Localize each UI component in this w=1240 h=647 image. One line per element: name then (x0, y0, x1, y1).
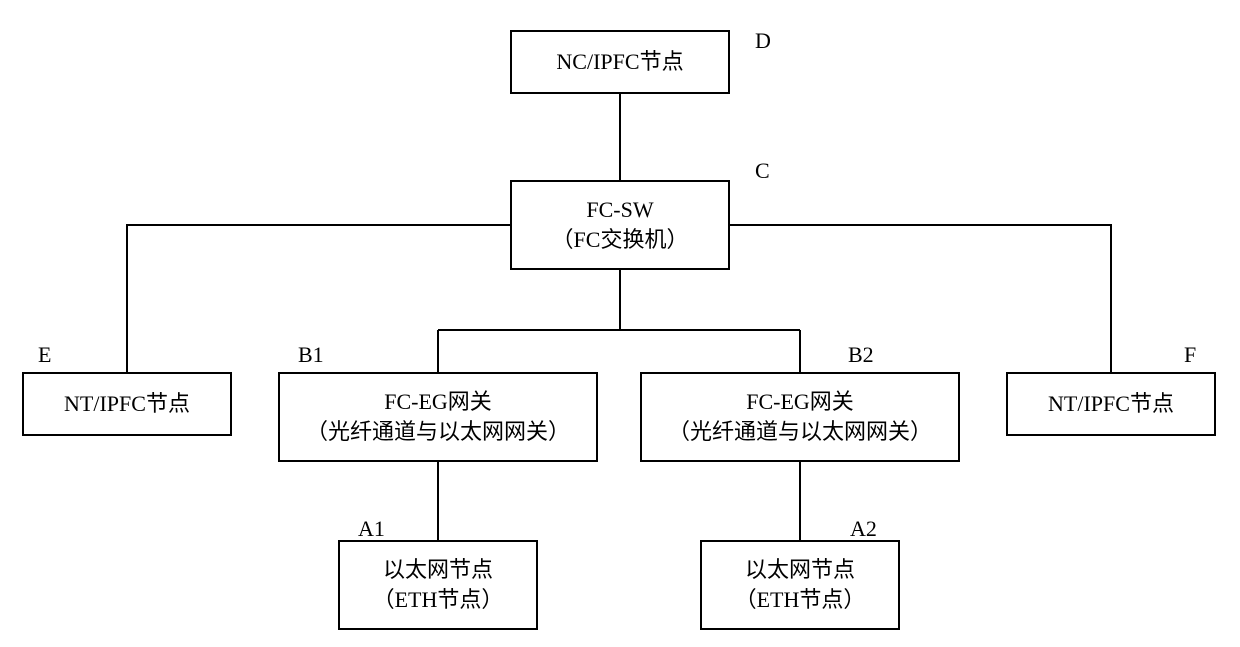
node-A1-ethernet: 以太网节点 （ETH节点） (338, 540, 538, 630)
node-label-A2: A2 (850, 516, 877, 542)
node-A1-line-0: 以太网节点 (383, 555, 493, 585)
node-B1-line-0: FC-EG网关 (384, 387, 492, 417)
node-C-fc-sw: FC-SW （FC交换机） (510, 180, 730, 270)
node-B1-line-1: （光纤通道与以太网网关） (306, 417, 570, 447)
node-E-line-0: NT/IPFC节点 (64, 389, 190, 419)
node-A2-line-1: （ETH节点） (735, 585, 866, 615)
edge-C-F (730, 225, 1111, 372)
node-E-nt-ipfc: NT/IPFC节点 (22, 372, 232, 436)
node-B1-fc-eg-gateway: FC-EG网关 （光纤通道与以太网网关） (278, 372, 598, 462)
node-label-F: F (1184, 342, 1196, 368)
node-A1-line-1: （ETH节点） (373, 585, 504, 615)
node-C-line-1: （FC交换机） (552, 225, 689, 255)
node-A2-line-0: 以太网节点 (745, 555, 855, 585)
node-B2-fc-eg-gateway: FC-EG网关 （光纤通道与以太网网关） (640, 372, 960, 462)
node-label-D: D (755, 28, 771, 54)
node-label-B1: B1 (298, 342, 324, 368)
node-D-line-0: NC/IPFC节点 (556, 47, 683, 77)
node-A2-ethernet: 以太网节点 （ETH节点） (700, 540, 900, 630)
node-label-C: C (755, 158, 770, 184)
node-label-B2: B2 (848, 342, 874, 368)
node-D-nc-ipfc: NC/IPFC节点 (510, 30, 730, 94)
node-F-line-0: NT/IPFC节点 (1048, 389, 1174, 419)
node-B2-line-0: FC-EG网关 (746, 387, 854, 417)
diagram-edges (0, 0, 1240, 647)
node-label-A1: A1 (358, 516, 385, 542)
node-B2-line-1: （光纤通道与以太网网关） (668, 417, 932, 447)
node-F-nt-ipfc: NT/IPFC节点 (1006, 372, 1216, 436)
node-label-E: E (38, 342, 51, 368)
node-C-line-0: FC-SW (586, 195, 653, 225)
